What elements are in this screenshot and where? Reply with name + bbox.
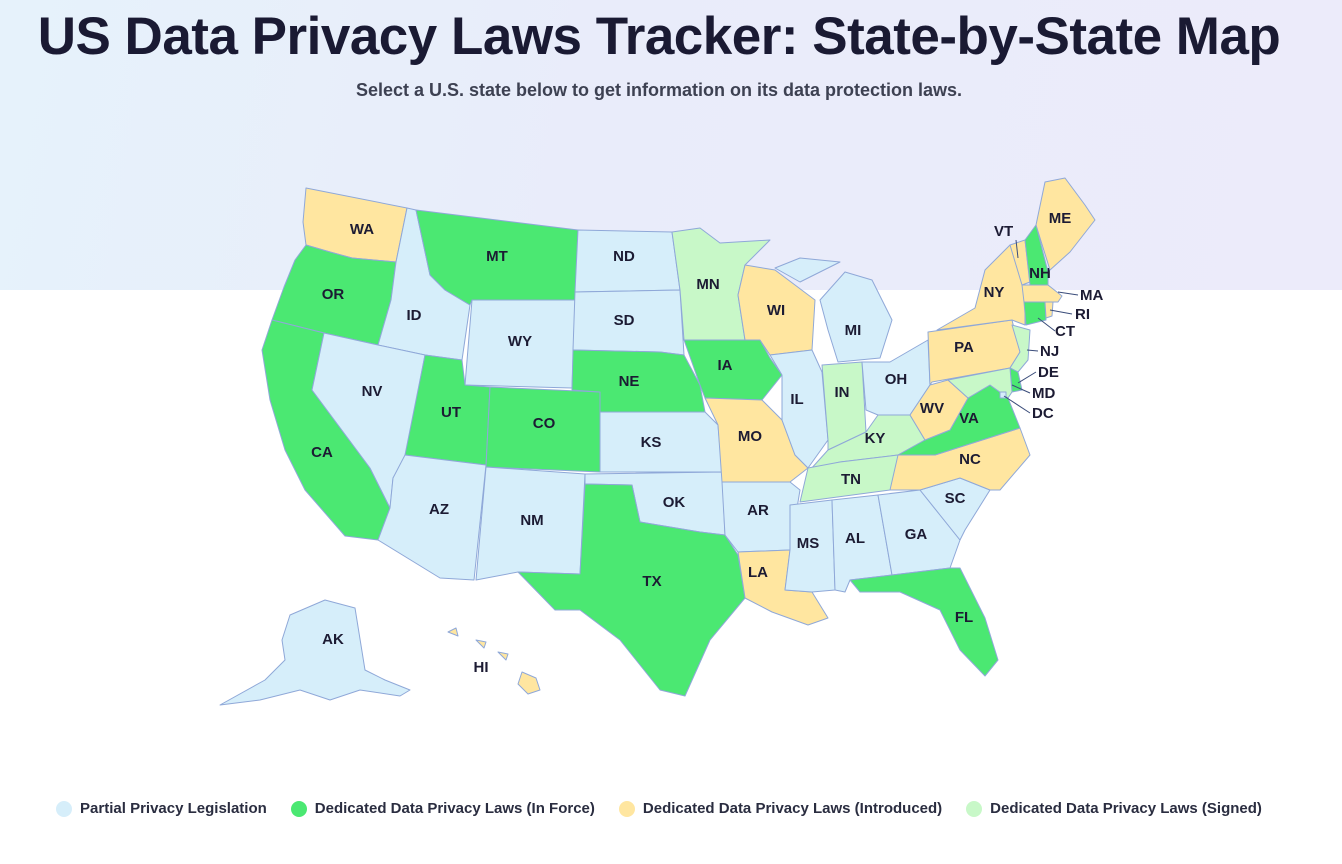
svg-text:HI: HI [474, 659, 489, 676]
state-nm[interactable]: NM [475, 466, 586, 581]
legend-label: Dedicated Data Privacy Laws (In Force) [314, 800, 595, 817]
map-legend: Partial Privacy Legislation Dedicated Da… [0, 800, 1318, 817]
state-me[interactable]: ME [1035, 177, 1096, 271]
state-md[interactable] [947, 367, 1013, 399]
state-ms[interactable]: MS [784, 499, 836, 593]
state-fl[interactable]: FL [849, 567, 999, 677]
legend-swatch [966, 800, 983, 817]
svg-text:CT: CT [1055, 323, 1075, 340]
legend-swatch [618, 800, 635, 817]
state-ak[interactable]: AK [219, 599, 411, 706]
legend-label: Partial Privacy Legislation [80, 800, 267, 817]
page-subtitle: Select a U.S. state below to get informa… [355, 80, 963, 100]
legend-item-partial[interactable]: Partial Privacy Legislation [56, 800, 267, 817]
legend-item-in-force[interactable]: Dedicated Data Privacy Laws (In Force) [290, 800, 595, 817]
state-ma[interactable] [1021, 284, 1063, 303]
state-co[interactable]: CO [485, 386, 601, 473]
svg-text:RI: RI [1075, 306, 1090, 323]
svg-text:NJ: NJ [1040, 343, 1059, 360]
state-ri[interactable] [1044, 301, 1054, 319]
state-ct[interactable] [1023, 301, 1047, 326]
legend-swatch [56, 800, 73, 817]
page-title: US Data Privacy Laws Tracker: State-by-S… [37, 7, 1281, 66]
legend-label: Dedicated Data Privacy Laws (Introduced) [642, 800, 943, 817]
svg-text:MD: MD [1032, 385, 1055, 402]
legend-swatch [290, 800, 307, 817]
state-sd[interactable]: SD [572, 289, 685, 356]
legend-label: Dedicated Data Privacy Laws (Signed) [990, 800, 1262, 817]
svg-text:VT: VT [994, 223, 1013, 240]
svg-text:DE: DE [1038, 364, 1059, 381]
legend-item-signed[interactable]: Dedicated Data Privacy Laws (Signed) [966, 800, 1262, 817]
svg-text:MA: MA [1080, 287, 1103, 304]
state-nd[interactable]: ND [574, 229, 681, 293]
state-ar[interactable]: AR [721, 481, 801, 553]
state-ny[interactable]: NY [936, 244, 1026, 331]
svg-text:DC: DC [1032, 405, 1054, 422]
state-hi[interactable]: HI [447, 627, 541, 695]
state-ks[interactable]: KS [599, 411, 723, 473]
legend-item-introduced[interactable]: Dedicated Data Privacy Laws (Introduced) [618, 800, 943, 817]
state-wy[interactable]: WY [464, 299, 576, 389]
